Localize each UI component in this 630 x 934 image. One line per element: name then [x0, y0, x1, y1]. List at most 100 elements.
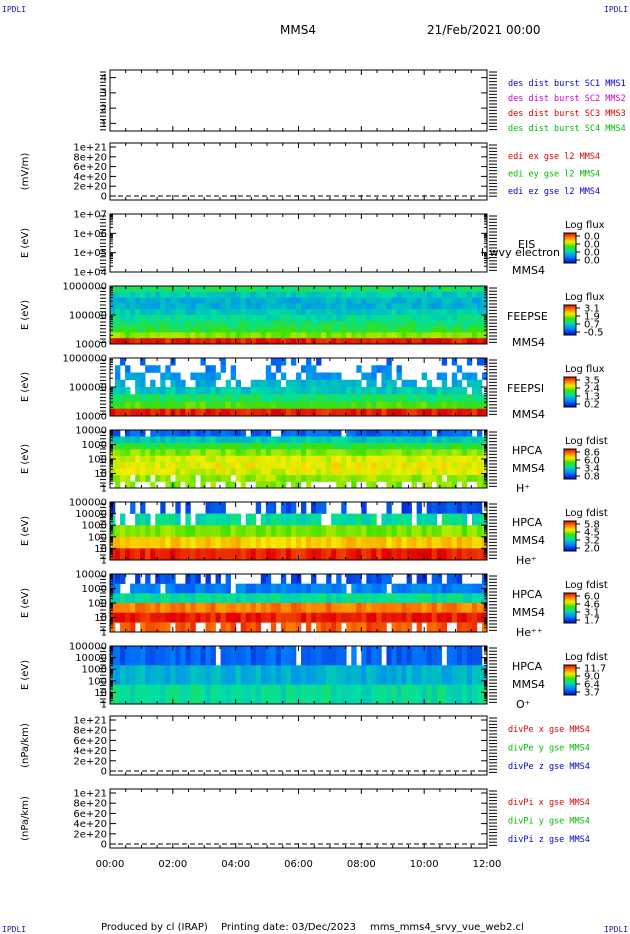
heatmap-cell — [381, 387, 387, 395]
heatmap-cell — [401, 603, 407, 613]
heatmap-cell — [346, 332, 352, 339]
heatmap-cell — [411, 536, 417, 549]
heatmap-cell — [476, 603, 483, 613]
heatmap-cell — [115, 430, 121, 437]
heatmap-cell — [301, 442, 307, 450]
heatmap-cell — [230, 326, 236, 333]
heatmap-cell — [120, 379, 126, 388]
heatmap-cell — [170, 684, 176, 705]
heatmap-cell — [446, 513, 453, 526]
heatmap-cell — [441, 430, 448, 437]
heatmap-cell — [220, 449, 226, 457]
heatmap-cell — [331, 525, 337, 538]
heatmap-cell — [321, 449, 327, 457]
heatmap-cell — [431, 408, 438, 417]
heatmap-cell — [150, 593, 156, 604]
heatmap-cell — [270, 338, 277, 345]
heatmap-cell — [160, 525, 166, 538]
heatmap-cell — [386, 408, 392, 417]
heatmap-cell — [150, 320, 156, 327]
heatmap-cell — [396, 468, 402, 476]
heatmap-cell — [451, 430, 458, 437]
heatmap-cell — [275, 320, 282, 327]
heatmap-cell — [366, 455, 372, 463]
heatmap-cell — [336, 372, 342, 381]
heatmap-cell — [346, 408, 352, 417]
heatmap-cell — [451, 462, 458, 469]
heatmap-cell — [401, 315, 407, 322]
heatmap-cell — [456, 379, 463, 388]
heatmap-cell — [135, 372, 141, 381]
heatmap-cell — [270, 297, 277, 304]
heatmap-cell — [471, 475, 478, 482]
heatmap-cell — [210, 320, 216, 327]
heatmap-cell — [230, 593, 236, 604]
heatmap-cell — [421, 291, 427, 298]
heatmap-cell — [436, 603, 443, 613]
heatmap-cell — [376, 309, 382, 316]
heatmap-cell — [295, 387, 302, 395]
heatmap-cell — [366, 332, 372, 339]
heatmap-cell — [336, 513, 342, 526]
heatmap-cell — [386, 646, 392, 666]
heatmap-cell — [386, 291, 392, 298]
heatmap-cell — [205, 309, 211, 316]
heatmap-cell — [311, 475, 317, 482]
heatmap-cell — [371, 583, 377, 594]
heatmap-cell — [466, 358, 473, 366]
heatmap-cell — [356, 401, 362, 410]
heatmap-cell — [326, 297, 332, 304]
heatmap-cell — [240, 315, 247, 322]
heatmap-cell — [306, 455, 312, 463]
heatmap-cell — [235, 303, 241, 310]
heatmap-cell — [115, 481, 121, 489]
heatmap-cell — [401, 468, 407, 476]
heatmap-cell — [260, 320, 267, 327]
heatmap-cell — [130, 665, 136, 685]
heatmap-cell — [255, 442, 262, 450]
heatmap-cell — [260, 525, 267, 538]
heatmap-cell — [431, 315, 438, 322]
heatmap-cell — [165, 455, 171, 463]
heatmap-cell — [170, 536, 176, 549]
heatmap-cell — [235, 379, 241, 388]
heatmap-cell — [321, 468, 327, 476]
heatmap-cell — [451, 455, 458, 463]
heatmap-cell — [170, 387, 176, 395]
heatmap-cell — [301, 401, 307, 410]
heatmap-cell — [471, 320, 478, 327]
heatmap-cell — [316, 430, 322, 437]
heatmap-cell — [301, 548, 307, 561]
colorbar-tick-label: 0.0 — [584, 232, 600, 243]
heatmap-cell — [436, 286, 443, 293]
heatmap-cell — [381, 372, 387, 381]
heatmap-cell — [381, 475, 387, 482]
heatmap-cell — [225, 286, 231, 293]
heatmap-cell — [255, 387, 262, 395]
heatmap-cell — [165, 401, 171, 410]
heatmap-cell — [331, 436, 337, 444]
heatmap-cell — [361, 684, 367, 705]
heatmap-cell — [301, 436, 307, 444]
heatmap-cell — [265, 646, 272, 666]
heatmap-cell — [270, 536, 277, 549]
instrument-label: MMS4 — [512, 462, 545, 475]
heatmap-cell — [371, 462, 377, 469]
heatmap-cell — [275, 379, 282, 388]
heatmap-cell — [411, 593, 417, 604]
heatmap-cell — [120, 320, 126, 327]
heatmap-cell — [391, 332, 397, 339]
heatmap-cell — [441, 622, 448, 633]
heatmap-cell — [421, 462, 427, 469]
heatmap-cell — [366, 387, 372, 395]
time-tick-label: 02:00 — [158, 859, 187, 870]
heatmap-cell — [471, 449, 478, 457]
heatmap-cell — [431, 548, 438, 561]
heatmap-cell — [421, 525, 427, 538]
heatmap-cell — [265, 481, 272, 489]
heatmap-cell — [341, 449, 347, 457]
heatmap-cell — [225, 665, 231, 685]
colorbar-title: Log fdist — [565, 436, 608, 447]
heatmap-cell — [130, 502, 136, 514]
